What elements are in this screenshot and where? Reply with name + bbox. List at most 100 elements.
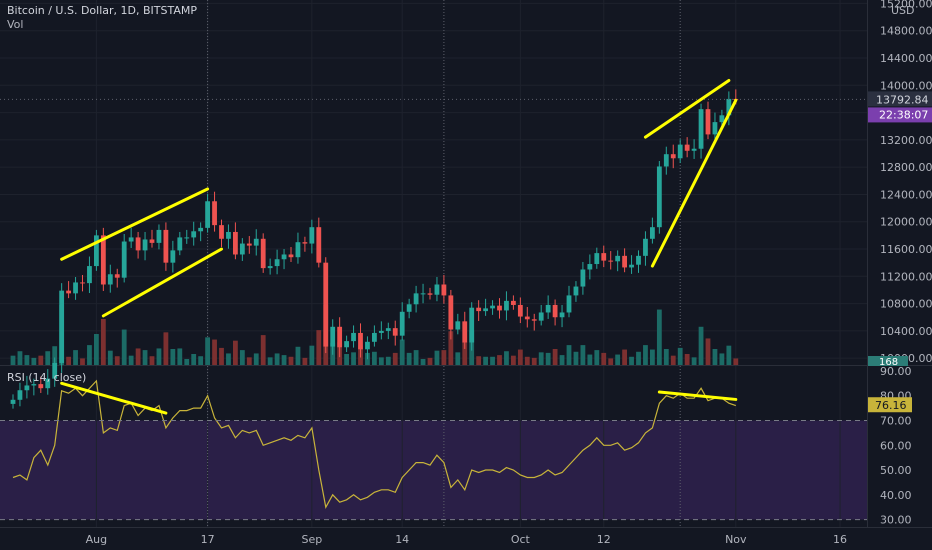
candle-body [274, 259, 280, 267]
volume-bar [677, 347, 683, 365]
volume-bar [650, 349, 655, 365]
candle-body [712, 122, 718, 135]
candle-body [233, 231, 238, 255]
volume-bar [587, 354, 593, 365]
candle-body [372, 332, 377, 342]
candle-body [149, 239, 155, 243]
volume-bar [504, 351, 509, 365]
candle-body [566, 295, 572, 313]
candle-body [427, 293, 433, 295]
candle-body [670, 154, 676, 159]
time-tick-label: Oct [511, 533, 531, 546]
volume-bar [281, 355, 287, 365]
volume-bar [149, 356, 155, 365]
volume-bar [107, 350, 113, 365]
candle-body [517, 304, 523, 317]
candle-body [260, 238, 266, 269]
candle-body [226, 231, 231, 239]
candle-body [538, 312, 544, 321]
candle-body [559, 312, 565, 318]
rsi-tick-label: 50.00 [880, 464, 912, 477]
candle-body [24, 385, 30, 391]
volume-bar [226, 353, 231, 365]
rsi-tick-label: 70.00 [880, 414, 912, 427]
price-tick-label: 13200.00 [880, 134, 932, 147]
rsi-line [12, 379, 736, 509]
volume-bar [66, 356, 71, 365]
volume-bar [608, 358, 614, 365]
candle-body [462, 321, 468, 343]
volume-bar [184, 359, 190, 365]
volume-bar [420, 359, 426, 365]
volume-bar [302, 357, 308, 365]
volume-bar [114, 356, 120, 365]
candle-body [114, 274, 120, 278]
candle-body [643, 238, 648, 256]
volume-bar [378, 357, 384, 365]
candle-body [156, 229, 162, 243]
volume-bar [476, 356, 482, 365]
candle-body [59, 290, 65, 363]
trend-line [60, 187, 210, 261]
volume-bar [38, 355, 44, 365]
price-tick-label: 15200.00 [880, 0, 932, 10]
volume-bar [455, 352, 461, 365]
candle-body [94, 235, 99, 267]
candle-body [378, 330, 384, 333]
volume-bar [497, 355, 502, 365]
candle-body [330, 326, 336, 347]
volume-bar [142, 350, 148, 365]
candle-body [246, 243, 252, 246]
volume-bar [233, 340, 238, 365]
volume-bar [163, 332, 169, 365]
candle-body [337, 326, 343, 348]
volume-bar [52, 346, 58, 365]
candle-body [344, 341, 349, 348]
volume-bar [316, 330, 322, 365]
candle-body [142, 239, 148, 251]
price-tick-label: 12000.00 [880, 216, 932, 229]
chart-legend: Bitcoin / U.S. Dollar, 1D, BITSTAMP Vol [7, 4, 197, 32]
last-price-value: 13792.84 [876, 93, 929, 106]
price-tick-label: 10400.00 [880, 325, 932, 338]
volume-bar [135, 348, 141, 365]
volume-bar [288, 356, 294, 365]
candle-body [490, 305, 495, 309]
volume-bar [719, 353, 725, 365]
volume-bar [629, 356, 634, 365]
volume-bar [392, 352, 398, 365]
candle-body [80, 282, 85, 284]
candle-body [309, 227, 315, 244]
volume-bar [246, 357, 252, 365]
time-tick-label: 16 [833, 533, 847, 546]
candle-body [552, 304, 558, 318]
candle-body [253, 238, 259, 246]
candle-body [663, 154, 669, 167]
candle-body [698, 109, 704, 149]
candle-body [288, 254, 294, 258]
volume-bar [309, 345, 315, 365]
price-tick-label: 10800.00 [880, 298, 932, 311]
time-tick-label: 17 [201, 533, 215, 546]
candle-body [212, 201, 217, 226]
candle-body [511, 300, 516, 305]
candle-body [691, 148, 697, 151]
candle-body [38, 384, 44, 389]
volume-bar [45, 351, 51, 365]
symbol-title: Bitcoin / U.S. Dollar, 1D, BITSTAMP [7, 4, 197, 17]
volume-bar [413, 350, 419, 365]
candle-body [650, 227, 655, 239]
candle-body [587, 264, 593, 270]
volume-bar [198, 356, 204, 365]
trend-line [101, 247, 223, 318]
trend-line [650, 98, 738, 268]
volume-bar [656, 309, 662, 365]
candle-body [170, 250, 176, 263]
volume-bar [615, 354, 621, 365]
volume-bar [663, 349, 669, 365]
price-tick-label: 12400.00 [880, 188, 932, 201]
candle-body [399, 311, 405, 336]
volume-bar [31, 357, 37, 365]
volume-bar [80, 358, 85, 365]
